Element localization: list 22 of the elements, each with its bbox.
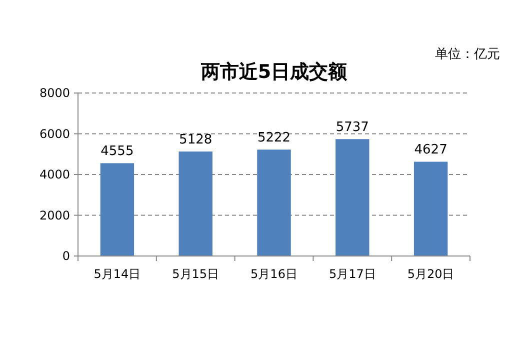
- bar: [257, 150, 291, 256]
- y-tick-label: 0: [62, 249, 70, 263]
- bar: [100, 163, 134, 256]
- data-label: 5222: [257, 130, 291, 146]
- data-label: 4555: [100, 144, 134, 160]
- bar: [414, 162, 448, 256]
- y-tick-label: 4000: [39, 168, 70, 182]
- chart-title: 两市近5日成交额: [200, 61, 348, 83]
- y-tick-label: 8000: [39, 86, 70, 100]
- x-tick-label: 5月14日: [94, 267, 141, 281]
- data-label: 5128: [179, 132, 212, 148]
- y-tick-label: 2000: [39, 208, 70, 222]
- text: 单位：亿元: [435, 47, 500, 62]
- bar: [178, 152, 212, 256]
- x-tick-label: 5月15日: [172, 267, 220, 281]
- y-tick-label: 6000: [39, 126, 70, 141]
- x-tick-label: 5月20日: [407, 267, 454, 281]
- data-label: 5737: [336, 120, 369, 136]
- x-tick-label: 5月17日: [328, 267, 376, 281]
- data-label: 4627: [414, 142, 448, 158]
- bar: [336, 139, 370, 256]
- x-tick-label: 5月16日: [250, 267, 298, 281]
